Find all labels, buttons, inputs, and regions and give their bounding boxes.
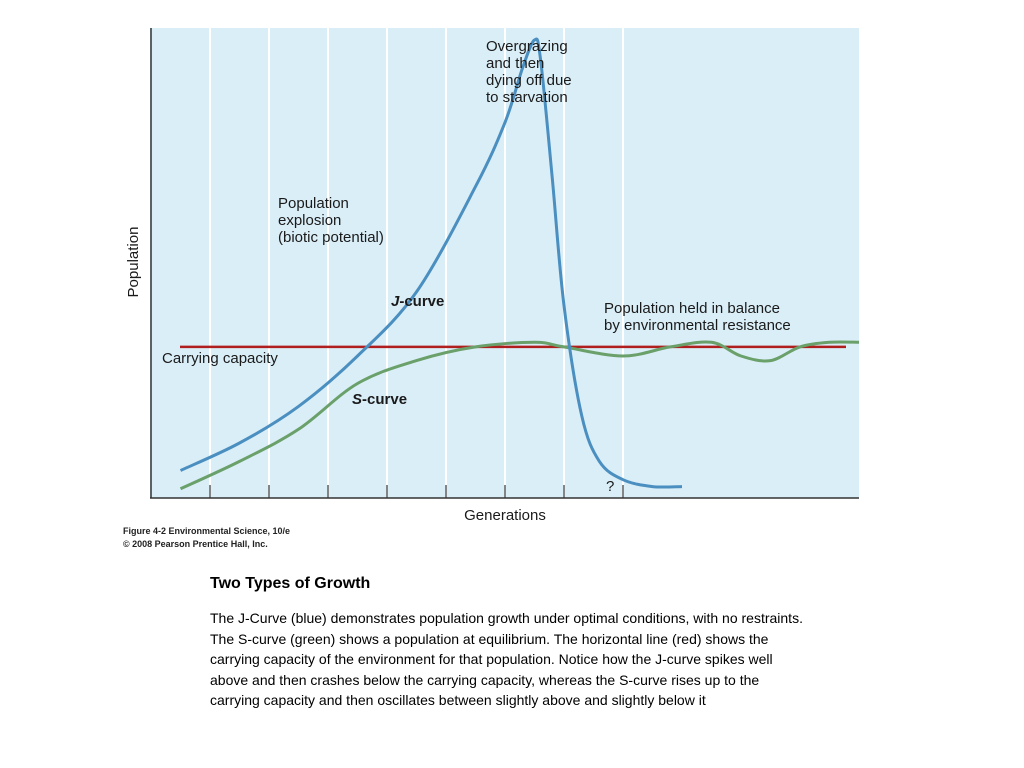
axis-label-x: Generations	[464, 507, 546, 524]
annotation-overgrazing-1: Overgrazing	[486, 38, 568, 55]
section-description: The J-Curve (blue) demonstrates populati…	[210, 610, 803, 708]
growth-chart: Population Generations Overgrazing and t…	[125, 28, 860, 524]
annotation-balance-2: by environmental resistance	[604, 317, 791, 334]
annotation-balance-1: Population held in balance	[604, 300, 780, 317]
s-curve-line	[179, 340, 860, 491]
j-curve-label: J-curve	[391, 293, 444, 310]
section-heading: Two Types of Growth	[210, 575, 371, 592]
annotation-explosion-1: Population	[278, 195, 349, 212]
grid-lines	[209, 28, 624, 498]
j-curve-line	[179, 37, 683, 489]
annotation-overgrazing-2: and then	[486, 55, 544, 72]
axis-label-y: Population	[125, 227, 142, 298]
annotation-question-mark: ?	[606, 478, 614, 495]
figure-caption-line1: Figure 4-2 Environmental Science, 10/e	[123, 526, 291, 536]
annotation-overgrazing-3: dying off due	[486, 72, 572, 89]
s-curve-label: S-curve	[352, 391, 407, 408]
annotation-carrying-capacity: Carrying capacity	[162, 350, 278, 367]
annotation-overgrazing-4: to starvation	[486, 89, 568, 106]
annotation-explosion-3: (biotic potential)	[278, 229, 384, 246]
annotation-explosion-2: explosion	[278, 212, 341, 229]
figure-caption-line2: © 2008 Pearson Prentice Hall, Inc.	[123, 539, 268, 549]
x-axis-ticks	[209, 485, 624, 498]
